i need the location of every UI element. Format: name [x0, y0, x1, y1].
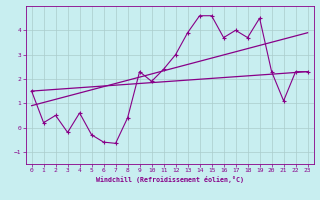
X-axis label: Windchill (Refroidissement éolien,°C): Windchill (Refroidissement éolien,°C): [96, 176, 244, 183]
